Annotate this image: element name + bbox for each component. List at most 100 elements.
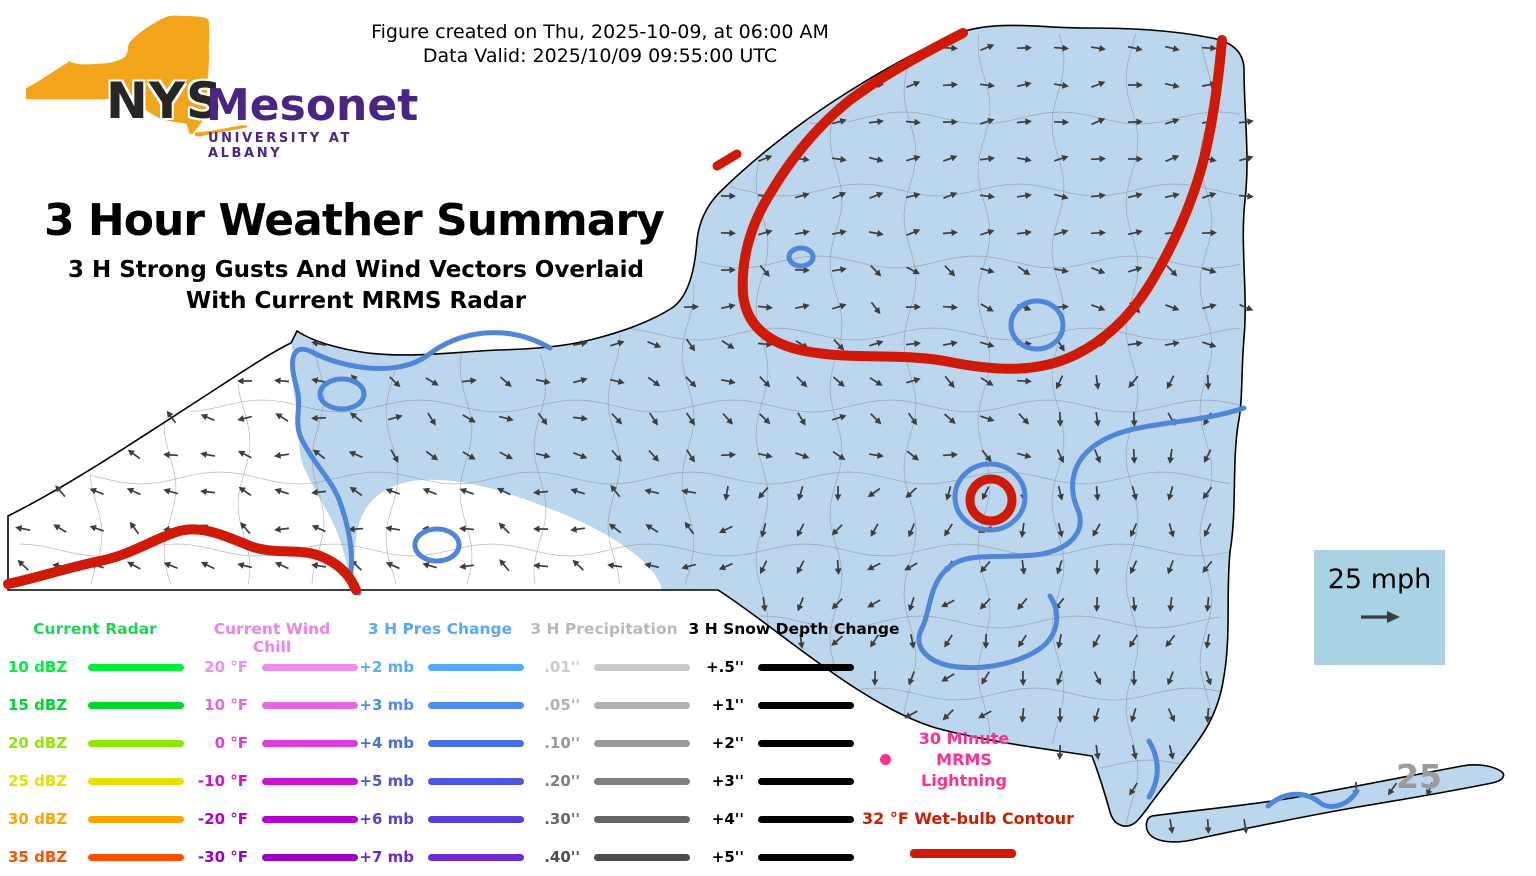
legend-line-swatch: [594, 777, 690, 785]
lightning-dot-icon: [880, 754, 891, 765]
legend-row: +6 mb: [356, 800, 524, 838]
legend-label: .05'': [544, 696, 580, 714]
data-valid-line: Data Valid: 2025/10/09 09:55:00 UTC: [422, 45, 778, 67]
county-line: [977, 33, 991, 735]
figure-created-line: Figure created on Thu, 2025-10-09, at 06…: [371, 21, 829, 43]
page-title: 3 Hour Weather Summary: [44, 195, 665, 246]
legend-row: +3 mb: [356, 686, 524, 724]
county-line: [1099, 759, 1181, 769]
wetbulb-contour-legend-line: [910, 849, 1016, 858]
wetbulb-contours: [3, 28, 1227, 595]
legend-row: 20 °F: [182, 648, 358, 686]
legend-row: +2 mb: [356, 648, 524, 686]
legend-label: 35 dBZ: [8, 848, 68, 866]
lightning-legend: 30 Minute MRMS Lightning: [880, 728, 1060, 791]
legend-row: 30 dBZ: [8, 800, 184, 838]
subtitle-line-1: 3 H Strong Gusts And Wind Vectors Overla…: [67, 257, 645, 283]
legend-label: +2 mb: [359, 658, 414, 676]
legend-header-current-radar: Current Radar: [33, 620, 157, 638]
legend-line-swatch: [88, 815, 184, 823]
legend-row: .40'': [532, 838, 690, 876]
legend-line-swatch: [88, 777, 184, 785]
legend-label: 20 dBZ: [8, 734, 68, 752]
legend-line-swatch: [758, 663, 854, 671]
legend-line-swatch: [758, 701, 854, 709]
logo-university-text: UNIVERSITY AT ALBANY: [208, 131, 352, 161]
legend-line-swatch: [262, 777, 358, 785]
pres-contour-loop-west: [317, 376, 367, 412]
legend-line-swatch: [428, 777, 524, 785]
wind-scale-label: 25 mph: [1327, 564, 1432, 595]
legend-row: -10 °F: [182, 762, 358, 800]
legend-col-snow-depth: +.5'' +1'' +2'' +3'' +4'' +5'': [694, 648, 854, 876]
legend-line-swatch: [428, 701, 524, 709]
legend-row: -20 °F: [182, 800, 358, 838]
legend-line-swatch: [594, 663, 690, 671]
legend-col-wind-chill: 20 °F 10 °F 0 °F -10 °F -20 °F -30 °F: [182, 648, 358, 876]
legend-label: 30 dBZ: [8, 810, 68, 828]
legend-label: +3 mb: [359, 696, 414, 714]
legend-row: 25 dBZ: [8, 762, 184, 800]
legend-label: .40'': [544, 848, 580, 866]
legend-line-swatch: [262, 739, 358, 747]
legend-line-swatch: [594, 853, 690, 861]
county-line: [163, 423, 177, 585]
legend-row: 15 dBZ: [8, 686, 184, 724]
legend-label: -20 °F: [197, 810, 248, 828]
county-line: [681, 283, 695, 585]
county-boundaries: [19, 33, 1241, 825]
county-line: [729, 183, 1241, 197]
pres-contour-hudson: [1146, 738, 1160, 800]
pres-contour-long-island: [1265, 788, 1360, 809]
wetbulb-contour-north: [737, 28, 1227, 374]
county-line: [629, 327, 1241, 341]
legend-line-swatch: [428, 663, 524, 671]
pres-contour-east: [916, 405, 1247, 671]
legend-line-swatch: [262, 853, 358, 861]
figure-timestamp-block: Figure created on Thu, 2025-10-09, at 06…: [340, 20, 860, 68]
legend-label: +4 mb: [359, 734, 414, 752]
legend-line-swatch: [88, 701, 184, 709]
legend-label: -30 °F: [197, 848, 248, 866]
legend-label: +1'': [711, 696, 744, 714]
legend-line-swatch: [262, 815, 358, 823]
legend-col-pres-change: +2 mb +3 mb +4 mb +5 mb +6 mb +7 mb: [356, 648, 524, 876]
legend-label: 10 dBZ: [8, 658, 68, 676]
wind-scale-arrow-icon: [1360, 611, 1400, 623]
legend-label: +3'': [711, 772, 744, 790]
county-line: [859, 687, 1221, 701]
pres-contour-loop-central: [1008, 298, 1066, 352]
legend-line-swatch: [594, 815, 690, 823]
legend-label: 10 °F: [204, 696, 248, 714]
nys-mesonet-logo: NYS Mesonet UNIVERSITY AT ALBANY: [8, 4, 418, 184]
lightning-line-3: Lightning: [921, 771, 1007, 790]
legend-label: 20 °F: [204, 658, 248, 676]
legend-label: .01'': [544, 658, 580, 676]
legend-row: 20 dBZ: [8, 724, 184, 762]
legend-label: 15 dBZ: [8, 696, 68, 714]
legend-line-swatch: [262, 663, 358, 671]
legend-label: +5 mb: [359, 772, 414, 790]
pres-contour-loop-southwest: [412, 526, 462, 564]
legend-line-swatch: [758, 739, 854, 747]
wetbulb-contour-southwest: [3, 524, 361, 595]
legend-line-swatch: [88, 739, 184, 747]
pres-contour-loop-north-small: [786, 245, 816, 269]
legend-label: .30'': [544, 810, 580, 828]
legend-row: +5 mb: [356, 762, 524, 800]
legend-header-snow-depth: 3 H Snow Depth Change: [688, 620, 900, 638]
legend-row: +7 mb: [356, 838, 524, 876]
wetbulb-contour-dash-stlawrence: [712, 149, 742, 171]
wetbulb-contour-ring-central: [965, 474, 1017, 526]
county-line: [89, 471, 1231, 485]
legend-line-swatch: [758, 815, 854, 823]
legend-label: +2'': [711, 734, 744, 752]
legend-label: -10 °F: [197, 772, 248, 790]
county-line: [533, 353, 547, 585]
page-subtitle: 3 H Strong Gusts And Wind Vectors Overla…: [18, 255, 694, 317]
legend-label: +4'': [711, 810, 744, 828]
legend-row: +2'': [694, 724, 854, 762]
legend-row: .10'': [532, 724, 690, 762]
legend-line-swatch: [88, 663, 184, 671]
